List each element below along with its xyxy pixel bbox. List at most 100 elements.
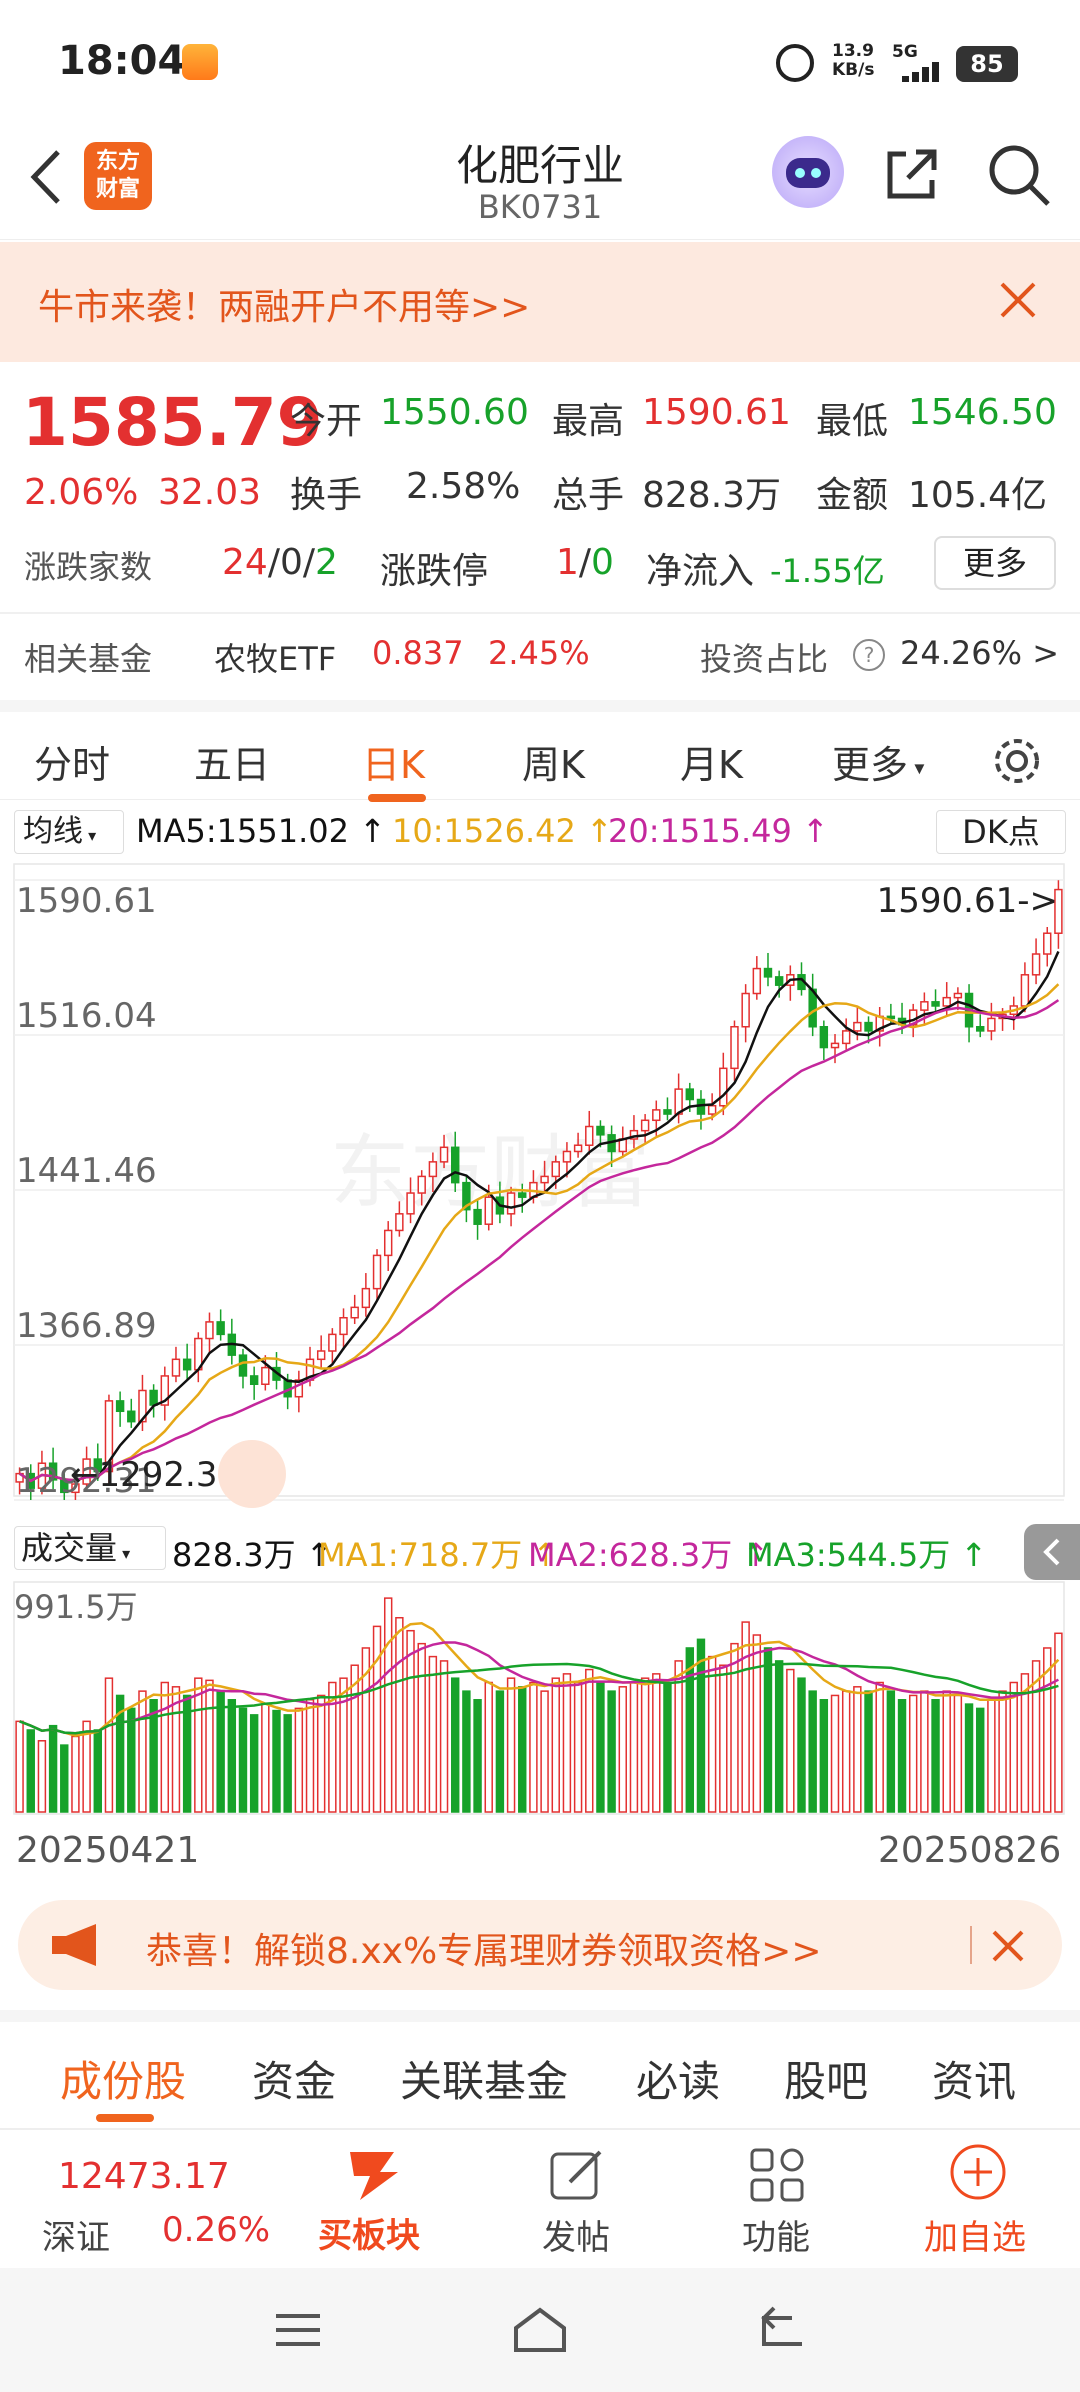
search-icon[interactable] — [986, 142, 1052, 208]
volume-bar — [15, 1720, 24, 1813]
candle-body — [82, 1458, 91, 1485]
promo-banner[interactable]: 牛市来袭！两融开户不用等>> — [0, 242, 1080, 362]
more-button[interactable]: 更多 — [934, 536, 1056, 590]
sector-code: BK0731 — [477, 188, 603, 226]
function-grid-icon[interactable] — [748, 2146, 806, 2204]
close-icon[interactable] — [988, 1926, 1028, 1966]
volume-bar — [316, 1694, 326, 1813]
sub-indicator-selector[interactable]: 成交量 ▾ — [14, 1526, 166, 1570]
candle-body — [685, 1088, 695, 1101]
candle-body — [540, 1175, 549, 1184]
volume-bar — [763, 1647, 773, 1813]
related-fund-row[interactable]: 相关基金 农牧ETF 0.837 2.45% 投资占比 ? 24.26% > — [0, 612, 1080, 692]
menu-icon[interactable] — [272, 2308, 324, 2352]
volume-legend-row: 成交量 ▾ 828.3万 ↑ MA1:718.7万 ↑ MA2:628.3万 ↑… — [0, 1520, 1080, 1580]
close-icon[interactable] — [996, 278, 1040, 322]
add-watchlist-label[interactable]: 加自选 — [924, 2218, 1026, 2258]
volume-bar — [1043, 1647, 1052, 1813]
coupon-banner-text[interactable]: 恭喜！解锁8.xx%专属理财券领取资格>> — [146, 1931, 822, 1972]
volume-bar — [194, 1677, 203, 1813]
candle-body — [171, 1358, 181, 1377]
candle-body — [294, 1379, 304, 1398]
tab-more-label: 更多 — [832, 743, 909, 787]
ratio-label: 投资占比 — [700, 640, 829, 678]
candle-body — [730, 1026, 739, 1070]
finance-coupon-banner[interactable]: 恭喜！解锁8.xx%专属理财券领取资格>> — [18, 1900, 1062, 1990]
volume-bar — [495, 1690, 505, 1813]
add-watchlist-icon[interactable] — [948, 2142, 1008, 2202]
back-nav-icon[interactable] — [752, 2304, 808, 2354]
candle-body — [238, 1354, 248, 1377]
volume-bar — [171, 1686, 181, 1813]
dk-point-button[interactable]: DK点 — [936, 810, 1066, 854]
tab-daily-k[interactable]: 日K — [362, 743, 425, 787]
candlestick-chart[interactable]: 东方财富 1590.611516.041441.461366.891292.31… — [0, 860, 1080, 1520]
volume-bar — [841, 1690, 851, 1813]
tab-monthly-k[interactable]: 月K — [680, 743, 743, 787]
help-icon[interactable]: ? — [852, 638, 886, 672]
volume-bar — [540, 1690, 549, 1813]
chart-frame — [13, 863, 1065, 1497]
candle-body — [920, 1001, 929, 1011]
volume-bar — [272, 1709, 281, 1813]
candle-body — [763, 967, 773, 978]
signal-icon — [892, 62, 940, 82]
volume-bar — [249, 1714, 259, 1813]
vol-ma2-value: MA2:628.3万 ↑ — [528, 1536, 770, 1574]
tab-funds-flow[interactable]: 资金 — [252, 2057, 337, 2106]
tab-five-day[interactable]: 五日 — [194, 743, 271, 787]
buy-sector-icon[interactable] — [340, 2142, 412, 2204]
function-label[interactable]: 功能 — [742, 2218, 810, 2258]
volume-bar — [685, 1647, 695, 1813]
volume-chart[interactable]: 991.5万 — [0, 1578, 1080, 1820]
candle-body — [439, 1146, 449, 1163]
compose-post-icon[interactable] — [548, 2146, 606, 2204]
volume-bar — [1031, 1660, 1041, 1813]
volume-bar — [261, 1703, 270, 1813]
volume-bar — [640, 1677, 650, 1813]
bottom-action-bar: 12473.17 深证 0.26% 买板块 发帖 功能 加自选 — [0, 2128, 1080, 2268]
tab-constituents[interactable]: 成份股 — [60, 2057, 187, 2106]
tab-forum[interactable]: 股吧 — [784, 2057, 869, 2106]
candle-body — [361, 1287, 371, 1309]
volume-bar — [830, 1694, 840, 1813]
settings-gear-icon[interactable] — [990, 734, 1044, 788]
volume-bar — [127, 1707, 136, 1813]
tab-news[interactable]: 资讯 — [932, 2057, 1017, 2106]
post-label[interactable]: 发帖 — [542, 2218, 610, 2258]
volume-bar — [506, 1677, 516, 1813]
ai-assistant-icon[interactable] — [772, 136, 844, 208]
volume-max-label: 991.5万 — [14, 1588, 138, 1626]
share-icon[interactable] — [880, 142, 944, 206]
breadth-label: 涨跌家数 — [24, 548, 153, 586]
buy-sector-label[interactable]: 买板块 — [318, 2216, 420, 2256]
candle-body — [506, 1192, 516, 1215]
tab-intraday[interactable]: 分时 — [34, 743, 111, 787]
indicator-selector[interactable]: 均线 ▾ — [14, 810, 124, 854]
volume-bar — [618, 1686, 627, 1813]
tab-weekly-k[interactable]: 周K — [522, 743, 585, 787]
tab-related-funds[interactable]: 关联基金 — [400, 2057, 569, 2106]
volume-bar — [328, 1681, 337, 1813]
back-icon[interactable] — [20, 142, 80, 212]
volume-bar — [707, 1655, 717, 1813]
promo-banner-text[interactable]: 牛市来袭！两融开户不用等>> — [38, 287, 531, 328]
tab-more[interactable]: 更多 ▾ — [832, 734, 924, 789]
candle-body — [551, 1161, 560, 1178]
candle-body — [138, 1389, 147, 1423]
tab-must-read[interactable]: 必读 — [636, 2057, 721, 2106]
ratio-value[interactable]: 24.26% > — [900, 634, 1059, 672]
volume-bar — [1009, 1681, 1018, 1813]
home-icon[interactable] — [510, 2304, 570, 2354]
candle-body — [182, 1358, 192, 1371]
breadth-up: 24 — [222, 542, 268, 583]
volume-bar — [953, 1694, 963, 1813]
volume-bar — [976, 1707, 985, 1813]
net-speed-value: 13.9 — [832, 41, 874, 61]
candle-body — [819, 1026, 829, 1049]
y-tick-label: 1590.61 — [16, 881, 157, 921]
candle-body — [830, 1042, 840, 1049]
candle-body — [406, 1192, 415, 1215]
chevron-left-icon[interactable] — [1024, 1524, 1080, 1580]
fund-name[interactable]: 农牧ETF — [214, 640, 337, 678]
